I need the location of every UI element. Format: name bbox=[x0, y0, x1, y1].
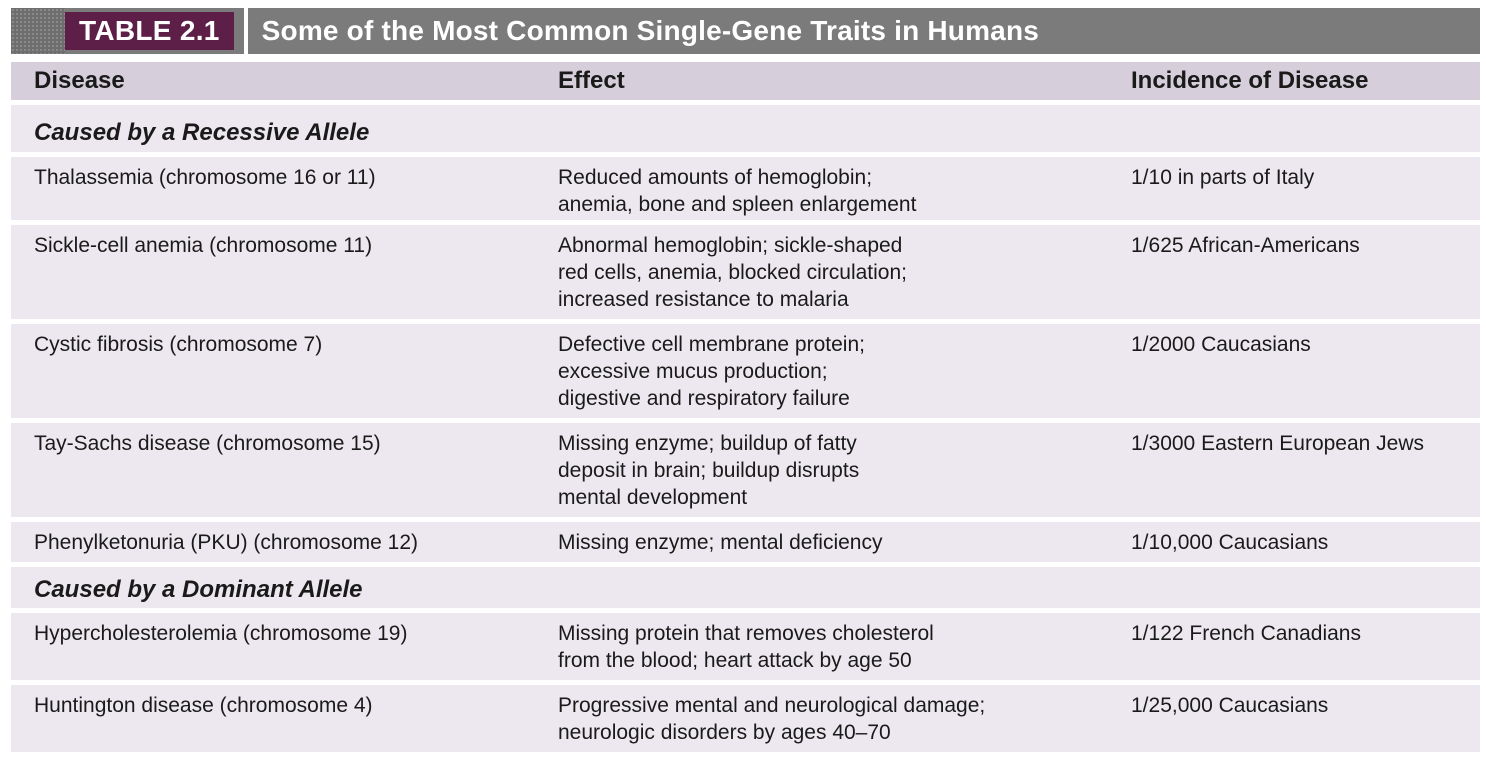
effect-line: digestive and respiratory failure bbox=[558, 387, 850, 410]
effect-line: anemia, bone and spleen enlargement bbox=[558, 193, 917, 216]
table-row: Thalassemia (chromosome 16 or 11) Reduce… bbox=[11, 157, 1480, 220]
table-title: Some of the Most Common Single-Gene Trai… bbox=[261, 15, 1040, 46]
single-gene-traits-table: TABLE 2.1 Some of the Most Common Single… bbox=[11, 8, 1480, 752]
effect-line: mental development bbox=[558, 486, 748, 509]
effect-line: Missing enzyme; buildup of fatty bbox=[558, 432, 857, 455]
effect-cell: Defective cell membrane protein; excessi… bbox=[558, 331, 865, 412]
effect-cell: Reduced amounts of hemoglobin; anemia, b… bbox=[558, 164, 916, 218]
title-separator bbox=[243, 8, 248, 54]
table-number-badge: TABLE 2.1 bbox=[65, 12, 234, 50]
effect-line: Missing protein that removes cholesterol bbox=[558, 622, 934, 645]
effect-cell: Missing enzyme; buildup of fatty deposit… bbox=[558, 430, 859, 511]
table-row: Phenylketonuria (PKU) (chromosome 12) Mi… bbox=[11, 522, 1480, 562]
disease-cell: Phenylketonuria (PKU) (chromosome 12) bbox=[34, 531, 418, 554]
incidence-cell: 1/10 in parts of Italy bbox=[1131, 166, 1315, 189]
table-row: Hypercholesterolemia (chromosome 19) Mis… bbox=[11, 613, 1480, 680]
incidence-cell: 1/3000 Eastern European Jews bbox=[1131, 432, 1425, 455]
title-pattern-decoration bbox=[11, 8, 65, 54]
effect-line: Reduced amounts of hemoglobin; bbox=[558, 166, 873, 189]
section-label: Caused by a Dominant Allele bbox=[34, 576, 363, 603]
incidence-cell: 1/2000 Caucasians bbox=[1131, 333, 1311, 356]
section-header-recessive: Caused by a Recessive Allele bbox=[11, 105, 1480, 152]
disease-cell: Hypercholesterolemia (chromosome 19) bbox=[34, 622, 408, 645]
effect-line: Missing enzyme; mental deficiency bbox=[558, 531, 883, 554]
header-effect: Effect bbox=[558, 67, 625, 94]
disease-cell: Sickle-cell anemia (chromosome 11) bbox=[34, 234, 373, 257]
effect-cell: Missing protein that removes cholesterol… bbox=[558, 620, 934, 674]
effect-line: excessive mucus production; bbox=[558, 360, 828, 383]
table-row: Tay-Sachs disease (chromosome 15) Missin… bbox=[11, 423, 1480, 517]
incidence-cell: 1/122 French Canadians bbox=[1131, 622, 1361, 645]
effect-line: red cells, anemia, blocked circulation; bbox=[558, 261, 908, 284]
header-incidence: Incidence of Disease bbox=[1131, 67, 1369, 94]
disease-cell: Huntington disease (chromosome 4) bbox=[34, 694, 373, 717]
effect-line: Progressive mental and neurological dama… bbox=[558, 694, 986, 717]
incidence-cell: 1/625 African-Americans bbox=[1131, 234, 1360, 257]
effect-line: from the blood; heart attack by age 50 bbox=[558, 649, 912, 672]
incidence-cell: 1/10,000 Caucasians bbox=[1131, 531, 1329, 554]
section-header-dominant: Caused by a Dominant Allele bbox=[11, 567, 1480, 608]
table-title-bar: TABLE 2.1 Some of the Most Common Single… bbox=[11, 8, 1480, 54]
effect-line: increased resistance to malaria bbox=[558, 288, 849, 311]
header-disease: Disease bbox=[34, 67, 125, 94]
incidence-cell: 1/25,000 Caucasians bbox=[1131, 694, 1329, 717]
effect-cell: Progressive mental and neurological dama… bbox=[558, 692, 985, 746]
disease-cell: Tay-Sachs disease (chromosome 15) bbox=[34, 432, 381, 455]
effect-line: deposit in brain; buildup disrupts bbox=[558, 459, 860, 482]
effect-line: neurologic disorders by ages 40–70 bbox=[558, 721, 891, 744]
table-row: Huntington disease (chromosome 4) Progre… bbox=[11, 685, 1480, 752]
table-header-row: Disease Effect Incidence of Disease bbox=[11, 62, 1480, 100]
effect-line: Abnormal hemoglobin; sickle-shaped bbox=[558, 234, 903, 257]
table-row: Cystic fibrosis (chromosome 7) Defective… bbox=[11, 324, 1480, 418]
section-label: Caused by a Recessive Allele bbox=[34, 119, 370, 146]
disease-cell: Thalassemia (chromosome 16 or 11) bbox=[34, 166, 376, 189]
effect-cell: Abnormal hemoglobin; sickle-shaped red c… bbox=[558, 232, 907, 313]
effect-cell: Missing enzyme; mental deficiency bbox=[558, 529, 882, 556]
table-row: Sickle-cell anemia (chromosome 11) Abnor… bbox=[11, 225, 1480, 319]
effect-line: Defective cell membrane protein; bbox=[558, 333, 865, 356]
disease-cell: Cystic fibrosis (chromosome 7) bbox=[34, 333, 323, 356]
